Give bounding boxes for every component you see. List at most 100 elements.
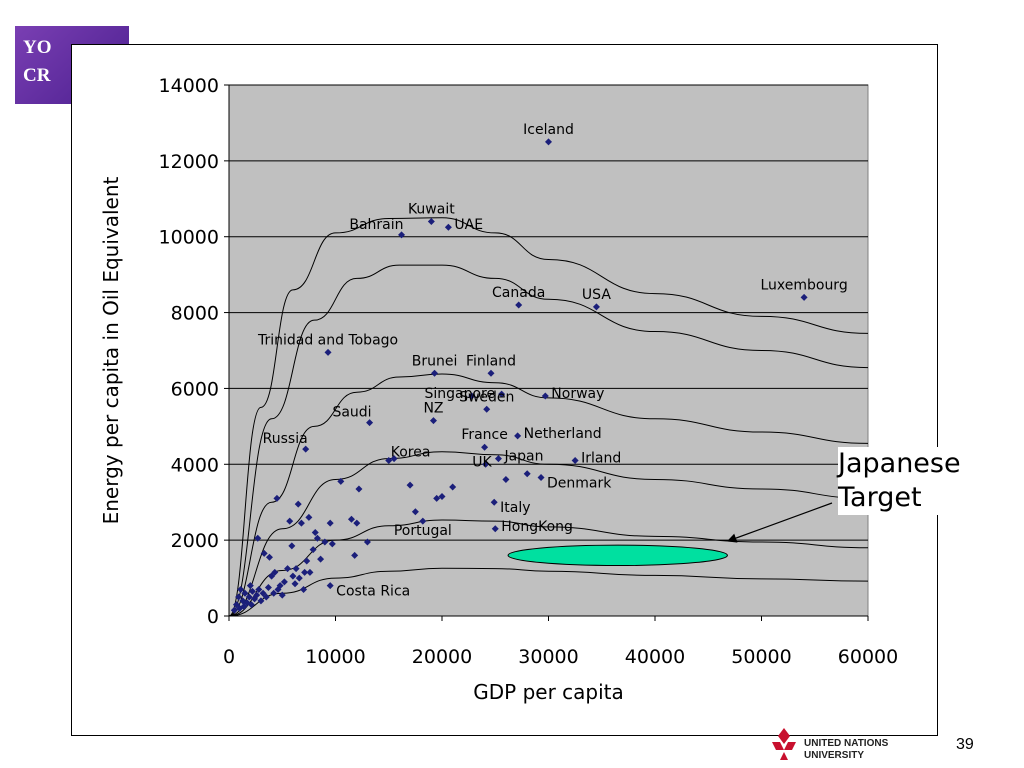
- point-label-uae: UAE: [454, 217, 483, 233]
- point-label-russia: Russia: [263, 431, 308, 447]
- point-label-hongkong: HongKong: [501, 519, 573, 535]
- x-tick-label-0: 0: [223, 646, 235, 668]
- logo-line-2: UNIVERSITY: [804, 750, 865, 761]
- y-tick-label-7: 14000: [159, 75, 219, 97]
- point-label-finland: Finland: [466, 353, 516, 369]
- data-point-59: [406, 481, 414, 489]
- x-axis-label: GDP per capita: [473, 680, 624, 704]
- logo-text: UNITED NATIONS UNIVERSITY: [804, 738, 888, 762]
- data-point-39: [297, 519, 305, 527]
- data-point-37: [294, 500, 302, 508]
- data-point-4: [237, 585, 245, 593]
- point-label-saudi: Saudi: [332, 405, 371, 421]
- data-point-16: [255, 585, 263, 593]
- data-point-22: [265, 553, 273, 561]
- x-tick-label-6: 60000: [838, 646, 898, 668]
- trend-curve-3: [228, 451, 869, 617]
- point-label-usa: USA: [582, 287, 611, 303]
- trend-curve-1: [228, 264, 869, 617]
- data-point-49: [321, 538, 329, 546]
- point-label-uk: UK: [472, 454, 492, 470]
- logo-line-1: UNITED NATIONS: [804, 738, 889, 749]
- data-point-41: [301, 568, 309, 576]
- target-arrow: [726, 502, 833, 543]
- data-point-labeled-20: [494, 455, 502, 463]
- x-tick-label-2: 20000: [412, 646, 472, 668]
- data-point-57: [363, 538, 371, 546]
- point-label-netherland: Netherland: [524, 426, 602, 442]
- data-point-50: [326, 519, 334, 527]
- data-point-18: [259, 589, 267, 597]
- data-point-63: [449, 483, 457, 491]
- data-point-labeled-23: [490, 498, 498, 506]
- data-point-2: [235, 593, 243, 601]
- data-point-9: [245, 593, 253, 601]
- data-point-labeled-19: [482, 460, 490, 468]
- data-point-15: [254, 534, 262, 542]
- page-number: 39: [956, 736, 974, 753]
- data-point-14: [253, 591, 261, 599]
- data-point-32: [286, 517, 294, 525]
- data-point-43: [305, 513, 313, 521]
- data-point-34: [289, 572, 297, 580]
- data-point-labeled-17: [481, 443, 489, 451]
- data-point-53: [347, 515, 355, 523]
- data-point-11: [247, 601, 255, 609]
- x-tick-label-1: 10000: [305, 646, 365, 668]
- trend-curve-2: [228, 373, 869, 617]
- data-point-labeled-11: [541, 392, 549, 400]
- data-point-labeled-16: [302, 445, 310, 453]
- data-point-10: [246, 582, 254, 590]
- trend-curve-5: [228, 567, 869, 617]
- data-point-labeled-25: [491, 525, 499, 533]
- point-label-costa-rica: Costa Rica: [336, 584, 410, 600]
- data-point-29: [278, 591, 286, 599]
- point-label-canada: Canada: [492, 285, 545, 301]
- data-point-38: [295, 574, 303, 582]
- chart-frame: 0 2000 4000 6000 8000 10000 12000 14000 0 10000 20…: [71, 44, 938, 736]
- data-point-52: [337, 477, 345, 485]
- data-point-12: [248, 587, 256, 595]
- data-point-25: [271, 568, 279, 576]
- data-point-42: [303, 557, 311, 565]
- data-point-labeled-10: [468, 392, 476, 400]
- data-point-66: [498, 390, 506, 398]
- data-point-labeled-13: [429, 417, 437, 425]
- point-label-france: France: [461, 427, 508, 443]
- point-label-nz: NZ: [423, 401, 443, 417]
- data-point-labeled-18: [385, 456, 393, 464]
- data-point-20: [262, 593, 270, 601]
- data-point-61: [433, 494, 441, 502]
- data-point-35: [291, 580, 299, 588]
- data-point-labeled-6: [800, 293, 808, 301]
- point-label-portugal: Portugal: [394, 523, 452, 539]
- data-point-labeled-15: [514, 432, 522, 440]
- data-point-labeled-12: [366, 419, 374, 427]
- data-point-7: [241, 589, 249, 597]
- data-point-56: [355, 485, 363, 493]
- point-label-kuwait: Kuwait: [408, 202, 455, 218]
- data-point-58: [390, 455, 398, 463]
- point-label-brunei: Brunei: [412, 353, 458, 369]
- point-label-luxembourg: Luxembourg: [760, 277, 847, 293]
- data-point-64: [502, 475, 510, 483]
- x-tick-label-3: 30000: [518, 646, 578, 668]
- data-point-labeled-26: [326, 582, 334, 590]
- data-point-labeled-8: [431, 369, 439, 377]
- y-tick-label-3: 6000: [171, 378, 219, 400]
- x-tick-label-4: 40000: [625, 646, 685, 668]
- data-point-24: [270, 589, 278, 597]
- japanese-target-callout: Japanese Target: [838, 447, 961, 515]
- data-point-labeled-4: [515, 301, 523, 309]
- data-point-labeled-14: [483, 405, 491, 413]
- badge-line-2: CR: [23, 65, 51, 86]
- point-label-denmark: Denmark: [547, 476, 612, 492]
- callout-line-2: Target: [838, 482, 922, 513]
- data-point-47: [313, 534, 321, 542]
- scatter-chart: 0 2000 4000 6000 8000 10000 12000 14000 0 10000 20…: [99, 75, 898, 704]
- data-point-labeled-2: [398, 231, 406, 239]
- data-point-labeled-0: [545, 138, 552, 146]
- badge-line-1: YO: [23, 37, 52, 58]
- y-tick-label-4: 8000: [171, 303, 219, 325]
- point-label-singapore: Singapore: [424, 386, 495, 402]
